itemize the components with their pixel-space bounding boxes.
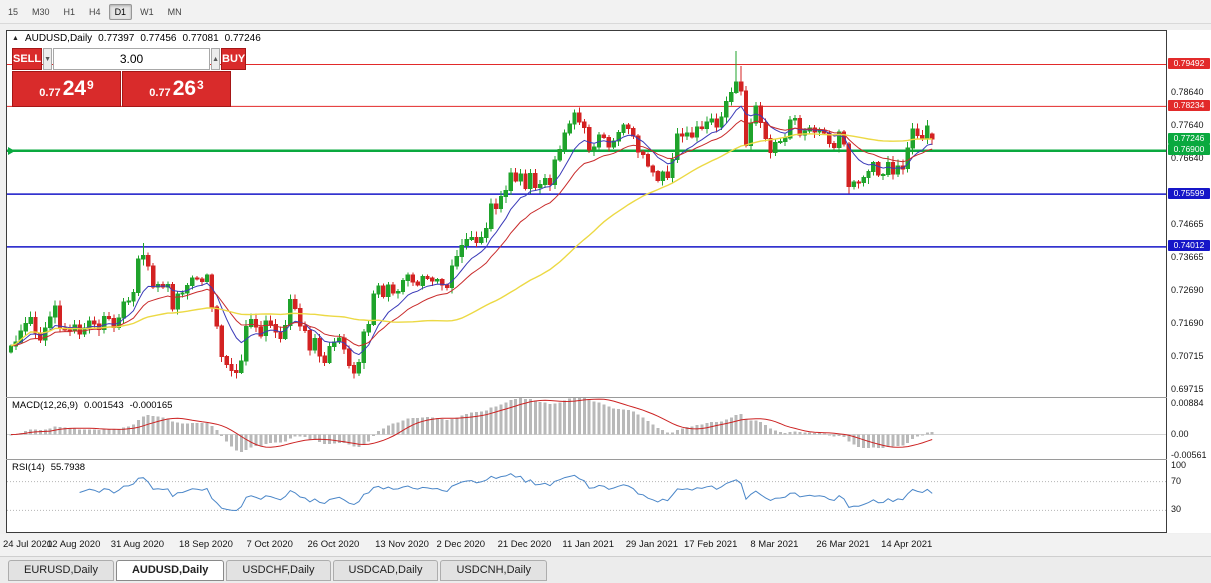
chart-tab-EURUSD[interactable]: EURUSD,Daily [8, 559, 114, 581]
moving-average-line-18 [10, 119, 933, 347]
arrow-up-icon: ▲ [212, 55, 219, 63]
macd-histogram [9, 398, 934, 452]
price-badge: 0.79492 [1168, 58, 1210, 69]
macd-pane[interactable] [7, 398, 1166, 459]
chart-tab-USDCNH[interactable]: USDCNH,Daily [440, 559, 548, 581]
sell-price-button[interactable]: 0.77 24 9 [12, 71, 121, 107]
date-tick: 29 Jan 2021 [625, 539, 679, 550]
rsi-axis-label: 100 [1171, 460, 1187, 470]
price-tick: 0.74665 [1171, 219, 1204, 230]
candles [8, 51, 935, 379]
volume-decrease-button[interactable]: ▼ [43, 48, 53, 70]
rsi-axis-label: 70 [1171, 475, 1182, 486]
buy-price-prefix: 0.77 [149, 87, 171, 99]
macd-main-value: 0.001543 [84, 400, 124, 411]
buy-price-pipette: 3 [197, 77, 204, 92]
date-tick: 31 Aug 2020 [110, 539, 165, 550]
chart-ohlc-header: ▲ AUDUSD,Daily 0.77397 0.77456 0.77081 0… [12, 33, 261, 44]
moving-average-line-50 [10, 133, 933, 347]
price-badge: 0.77246 [1168, 132, 1210, 144]
macd-label: MACD(12,26,9) [12, 400, 78, 411]
buy-button[interactable]: BUY [221, 48, 247, 70]
price-badge: 0.74012 [1168, 240, 1210, 252]
timeframe-button-W1[interactable]: W1 [140, 6, 154, 17]
date-tick: 14 Apr 2021 [881, 539, 933, 550]
date-tick: 18 Sep 2020 [179, 539, 233, 550]
sell-button[interactable]: SELL [12, 48, 43, 70]
date-tick: 26 Oct 2020 [307, 539, 360, 550]
price-axis[interactable]: 0.78640 0.77640 0.76640 0.74665 0.73665 0.726… [1167, 30, 1211, 533]
chart-symbol-label: AUDUSD,Daily [24, 33, 93, 44]
date-tick: 21 Dec 2020 [497, 539, 552, 550]
date-tick: 13 Nov 2020 [375, 539, 429, 550]
price-tick: 0.71690 [1171, 318, 1204, 329]
price-tick: 0.78640 [1171, 86, 1204, 97]
ohlc-open: 0.77397 [98, 33, 135, 44]
date-tick: 11 Jan 2021 [562, 539, 614, 550]
price-tick: 0.77640 [1171, 120, 1204, 131]
timeframe-button-15[interactable]: 15 [8, 6, 19, 17]
price-tick: 0.72690 [1171, 284, 1204, 295]
rsi-label: RSI(14) [12, 462, 45, 473]
price-badge: 0.75599 [1168, 187, 1210, 199]
volume-input[interactable] [53, 48, 211, 70]
timeframe-button-MN[interactable]: MN [167, 6, 182, 17]
date-tick: 8 Mar 2021 [750, 539, 799, 550]
sell-price-big-digits: 24 [62, 77, 87, 100]
timeframe-button-M30[interactable]: M30 [32, 6, 50, 17]
rsi-line [79, 473, 933, 512]
macd-header: MACD(12,26,9) 0.001543 -0.000165 [12, 400, 172, 411]
date-tick: 12 Aug 2020 [47, 539, 101, 550]
chart-tabs: EURUSD,Daily AUDUSD,Daily USDCHF,Daily USDC… [0, 556, 1211, 583]
date-tick: 2 Dec 2020 [436, 539, 486, 550]
price-tick: 0.73665 [1171, 252, 1204, 263]
ohlc-high: 0.77456 [140, 33, 177, 44]
rsi-header: RSI(14) 55.7938 [12, 462, 85, 473]
chart-frame [6, 30, 1167, 533]
sell-price-prefix: 0.77 [39, 87, 61, 99]
timeframe-button-H4[interactable]: H4 [89, 6, 101, 17]
buy-price-big-digits: 26 [172, 77, 197, 100]
price-badge: 0.76900 [1168, 144, 1210, 156]
macd-axis-label: 0.00 [1171, 428, 1189, 439]
timeframe-button-D1[interactable]: D1 [108, 3, 133, 20]
chart-tab-AUDUSD[interactable]: AUDUSD,Daily [115, 559, 225, 581]
chart-tab-USDCHF[interactable]: USDCHF,Daily [226, 559, 331, 581]
one-click-trading-panel: SELL ▼ ▲ BUY 0.77 24 9 0.77 26 3 [12, 48, 247, 108]
macd-signal-value: -0.000165 [129, 400, 173, 411]
macd-axis-label: 0.00884 [1171, 398, 1204, 408]
price-chart-pane[interactable] [7, 31, 1166, 397]
ohlc-low: 0.77081 [182, 33, 219, 44]
date-tick: 24 Jul 2020 [3, 539, 53, 550]
timeframe-button-H1[interactable]: H1 [63, 6, 76, 17]
price-tick: 0.76640 [1171, 153, 1204, 164]
timeframe-toolbar: 15 M30 H1 H4 D1 W1 MN [0, 0, 1211, 24]
symbol-marker-icon: ▲ [12, 35, 19, 42]
rsi-pane[interactable] [7, 460, 1166, 532]
macd-signal-line [10, 398, 933, 448]
price-badge: 0.78234 [1168, 99, 1210, 111]
rsi-axis-label: 30 [1171, 504, 1182, 515]
hline-anchor-icon [8, 146, 15, 155]
volume-increase-button[interactable]: ▲ [211, 48, 220, 70]
date-tick: 17 Feb 2021 [684, 539, 738, 550]
sell-price-pipette: 9 [87, 77, 94, 92]
chart-tab-USDCAD[interactable]: USDCAD,Daily [332, 559, 439, 581]
time-axis[interactable]: 24 Jul 2020 12 Aug 2020 31 Aug 2020 18 Sep … [0, 534, 1211, 556]
arrow-down-icon: ▼ [44, 55, 52, 63]
pane-separator[interactable] [6, 397, 1211, 398]
rsi-value: 55.7938 [50, 462, 86, 473]
ohlc-close: 0.77246 [224, 33, 261, 44]
macd-axis-label: -0.00561 [1171, 450, 1207, 461]
price-tick: 0.70715 [1171, 350, 1204, 361]
date-tick: 26 Mar 2021 [816, 539, 870, 550]
price-tick: 0.69715 [1171, 383, 1204, 394]
date-tick: 7 Oct 2020 [246, 539, 293, 550]
moving-average-line-9 [10, 105, 933, 356]
pane-separator[interactable] [6, 459, 1211, 460]
buy-price-button[interactable]: 0.77 26 3 [122, 71, 231, 107]
